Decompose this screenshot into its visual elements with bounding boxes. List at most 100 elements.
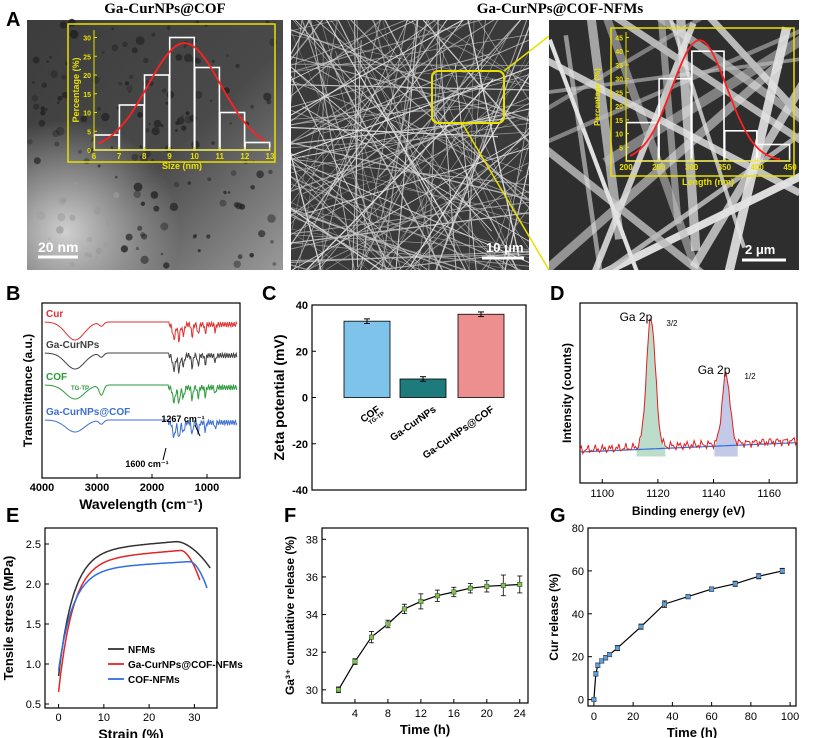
tem-particle	[125, 233, 133, 241]
y-tick-label: 30	[83, 36, 91, 43]
x-tick-label: 450	[783, 163, 797, 172]
y-tick-label: 38	[306, 534, 318, 546]
tem-particle	[226, 54, 230, 58]
tem-particle	[141, 233, 148, 240]
tem-particle	[48, 237, 51, 240]
tem-particle	[69, 214, 76, 221]
tem-particle	[137, 111, 143, 118]
tem-particle	[111, 27, 114, 30]
nanofiber	[291, 109, 529, 202]
data-marker	[662, 601, 667, 607]
nanofiber	[291, 20, 408, 66]
tem-particle	[204, 24, 208, 28]
x-tick-label: 20	[627, 711, 639, 723]
sem-fibers-low	[291, 20, 529, 270]
data-marker	[336, 687, 341, 693]
tem-particle	[32, 81, 35, 84]
nanofiber	[302, 106, 529, 242]
data-marker	[756, 573, 762, 579]
x-tick-label: 60	[705, 711, 717, 723]
gaussian-fit-curve	[98, 42, 267, 145]
nanofiber	[291, 213, 392, 270]
tem-particle	[270, 240, 274, 244]
series-label-subscript: TG-TP	[71, 386, 89, 392]
y-tick-label: 60	[572, 566, 584, 578]
nanofiber	[549, 146, 704, 270]
tem-particle	[31, 95, 38, 102]
tem-particle	[140, 255, 149, 264]
annotation-arrow	[162, 447, 167, 461]
nanofiber	[371, 20, 529, 250]
x-tick-label: 13	[266, 152, 275, 161]
panel-label-B: B	[6, 283, 20, 305]
nanofiber	[337, 20, 467, 270]
nanofiber	[347, 20, 470, 270]
y-tick-label: 25	[615, 90, 623, 97]
data-marker	[484, 583, 490, 589]
x-tick-label: 24	[514, 708, 526, 720]
y-axis-title: Cur release (%)	[547, 573, 561, 660]
nanofiber	[291, 20, 381, 97]
tem-particle	[219, 199, 227, 207]
tem-particle	[128, 74, 134, 80]
tem-particle	[41, 82, 47, 88]
annotation-1267: 1267 cm⁻¹	[161, 414, 204, 424]
nanofiber	[454, 62, 477, 270]
y-axis-title: Ga³⁺ cumulative release (%)	[283, 536, 297, 695]
panelA-title-right: Ga-CurNPs@COF-NFMs	[477, 1, 644, 17]
nanofiber	[291, 207, 454, 270]
ftir-spectrum-line	[44, 383, 238, 404]
series-label: Cur	[46, 309, 63, 320]
data-marker	[467, 585, 473, 591]
tem-particle	[88, 253, 92, 258]
x-tick-label: 10	[98, 712, 110, 724]
nanofiber	[435, 25, 529, 270]
x-tick-label: 4000	[30, 482, 54, 494]
nanofiber	[563, 34, 603, 270]
tem-particle	[95, 256, 98, 259]
y-tick-label: 5	[619, 145, 623, 152]
nanofiber	[291, 20, 417, 81]
cur-release-chart: 0 20 40 60 80 100 0 20 40 60 80 Time (h) Cur release…	[547, 523, 799, 738]
nanofiber	[549, 57, 799, 197]
tem-particle	[54, 141, 60, 147]
x-tick-label: 200	[619, 163, 633, 172]
nanofiber	[291, 175, 398, 270]
y-tick-label: 45	[615, 35, 623, 42]
annotation-1600: 1600 cm⁻¹	[125, 459, 168, 469]
size-histogram: 6 7 8 9 10 11 12 13 0 5 10 15 20 25 30 Size (nm) Percent…	[71, 30, 275, 171]
nanofiber	[291, 62, 421, 225]
tem-particle	[250, 104, 255, 109]
y-tick-label: 5	[87, 129, 91, 136]
tem-particle	[101, 51, 105, 54]
nanofiber	[603, 20, 701, 270]
x-tick-label: 400	[751, 163, 765, 172]
x-axis-title: Time (h)	[667, 725, 717, 738]
peak-label: Ga 2p	[698, 363, 731, 377]
tem-particle	[83, 158, 90, 165]
nanofiber	[291, 53, 492, 108]
tem-particle	[118, 81, 122, 86]
nanofiber	[291, 210, 467, 270]
ftir-spectrum-line	[44, 320, 238, 343]
tem-particle	[268, 169, 273, 175]
nanofiber	[549, 60, 783, 270]
x-tick-label: 4	[352, 708, 358, 720]
data-marker	[500, 582, 506, 588]
x-tick-label: 350	[718, 163, 732, 172]
x-tick-label: 2000	[140, 482, 164, 494]
x-tick-label: 250	[652, 163, 666, 172]
nanofiber	[291, 163, 522, 270]
x-tick-label: 10	[190, 152, 199, 161]
ftir-spectrum-line	[44, 418, 238, 439]
nanofiber	[378, 20, 522, 178]
data-marker	[401, 606, 407, 612]
tem-particle	[27, 139, 33, 145]
panel-label-C: C	[262, 283, 276, 305]
tem-particle	[87, 236, 93, 243]
gaussian-fit-curve	[629, 39, 781, 161]
y-tick-label: 15	[83, 92, 91, 99]
tem-particle	[87, 147, 94, 154]
tem-particle	[166, 25, 171, 30]
nanofiber	[291, 67, 529, 157]
